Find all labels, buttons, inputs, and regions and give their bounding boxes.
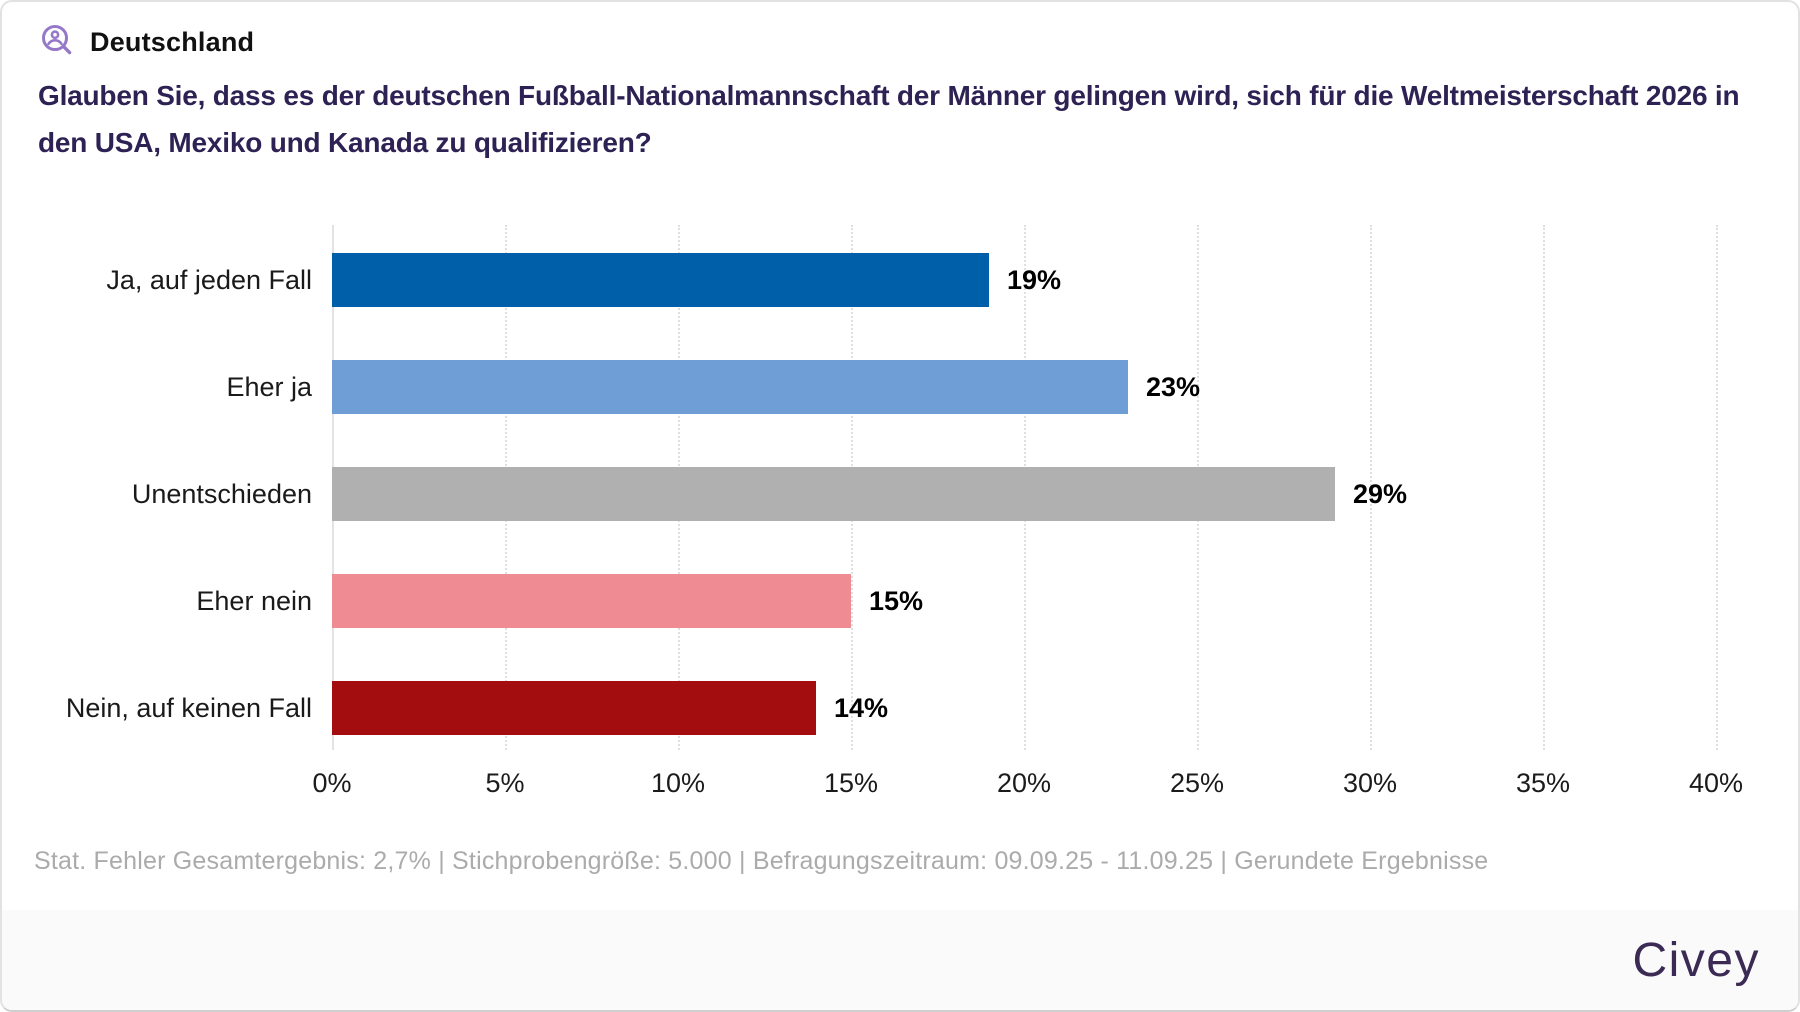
civey-logo: Civey xyxy=(1632,933,1760,987)
bar xyxy=(332,360,1128,414)
gridline xyxy=(1543,225,1545,750)
question-line-2: den USA, Mexiko und Kanada zu qualifizie… xyxy=(38,127,652,158)
x-axis-tick-label: 40% xyxy=(1688,768,1744,798)
x-axis-tick-label: 30% xyxy=(1342,768,1398,798)
category-label: Nein, auf keinen Fall xyxy=(65,693,312,723)
card-header: Deutschland xyxy=(38,22,254,62)
bar xyxy=(332,574,851,628)
x-axis-tick-label: 15% xyxy=(823,768,879,798)
value-label: 23% xyxy=(1146,372,1201,402)
bar xyxy=(332,253,989,307)
footer-bar: Civey xyxy=(2,910,1798,1010)
person-search-icon xyxy=(38,22,78,62)
x-axis-tick-label: 20% xyxy=(996,768,1052,798)
x-axis-tick-label: 10% xyxy=(650,768,706,798)
gridline xyxy=(1716,225,1718,750)
value-label: 15% xyxy=(869,586,924,616)
category-label: Ja, auf jeden Fall xyxy=(106,265,312,295)
category-label: Unentschieden xyxy=(131,479,312,509)
value-label: 14% xyxy=(834,693,889,723)
region-label: Deutschland xyxy=(90,26,255,57)
bar xyxy=(332,467,1335,521)
value-label: 29% xyxy=(1353,479,1408,509)
question-line-1: Glauben Sie, dass es der deutschen Fußba… xyxy=(38,80,1740,111)
question-title: Glauben Sie, dass es der deutschen Fußba… xyxy=(38,72,1758,166)
gridline xyxy=(1370,225,1372,750)
x-axis-tick-label: 25% xyxy=(1169,768,1225,798)
value-label: 19% xyxy=(1007,265,1062,295)
category-label: Eher nein xyxy=(196,586,312,616)
bar xyxy=(332,681,816,735)
x-axis-tick-label: 5% xyxy=(485,768,525,798)
survey-metadata: Stat. Fehler Gesamtergebnis: 2,7% | Stic… xyxy=(34,847,1489,875)
x-axis-tick-label: 0% xyxy=(312,768,352,798)
x-axis-tick-label: 35% xyxy=(1515,768,1571,798)
category-label: Eher ja xyxy=(226,372,312,402)
